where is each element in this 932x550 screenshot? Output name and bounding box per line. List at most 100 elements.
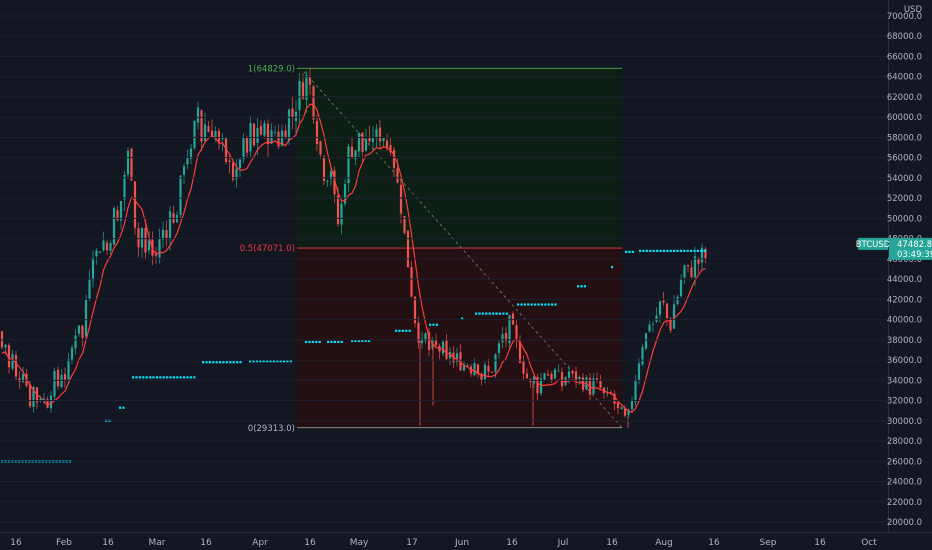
- candle-body: [329, 171, 333, 180]
- candle-body: [536, 376, 539, 394]
- candle-body: [651, 323, 655, 325]
- candle-body: [147, 240, 151, 251]
- candle-body: [669, 318, 672, 331]
- indicator-dot: [625, 250, 628, 253]
- candle-body: [455, 353, 459, 362]
- candle-body: [403, 216, 406, 233]
- candle-body: [396, 168, 399, 183]
- indicator-dot: [656, 249, 659, 252]
- candle-body: [700, 247, 704, 263]
- indicator-dot: [639, 249, 642, 252]
- candle-body: [312, 86, 315, 120]
- indicator-dot: [132, 376, 135, 379]
- indicator-dot: [652, 249, 655, 252]
- indicator-dot: [333, 340, 336, 344]
- indicator-dot: [179, 376, 182, 379]
- indicator-dot: [183, 376, 186, 379]
- indicator-dot: [502, 312, 505, 315]
- candle-body: [378, 127, 382, 142]
- indicator-dot: [269, 360, 272, 363]
- price-tick-label: 44000.0: [887, 275, 922, 285]
- candle-body: [648, 324, 651, 332]
- candle-body: [672, 304, 676, 329]
- time-tick-label: Feb: [56, 538, 72, 548]
- indicator-dot: [255, 360, 258, 363]
- candle-body: [81, 325, 84, 339]
- indicator-dot: [523, 303, 526, 306]
- indicator-dot: [142, 376, 145, 379]
- candle-body: [501, 334, 504, 343]
- indicator-dot: [401, 329, 404, 332]
- indicator-dot: [534, 303, 537, 306]
- indicator-dot: [259, 360, 262, 363]
- indicator-dot: [488, 312, 491, 315]
- candle-body: [410, 266, 413, 297]
- time-tick-label: 16: [304, 538, 316, 548]
- price-tick-label: 68000.0: [887, 32, 922, 42]
- candle-body: [154, 253, 158, 256]
- candle-body: [77, 325, 81, 334]
- candle-body: [417, 322, 420, 343]
- candle-body: [196, 107, 200, 123]
- candle-body: [214, 130, 217, 139]
- indicator-dot: [398, 329, 401, 332]
- indicator-dot: [520, 303, 523, 306]
- candle-body: [123, 175, 126, 200]
- time-tick-label: Jun: [454, 538, 469, 548]
- indicator-dot: [202, 361, 205, 364]
- candle-body: [95, 250, 98, 257]
- time-axis-ticks: 16 Feb 16 Mar 16 Apr 16 May 17 Jun 16 Jul 16 Aug 16 Sep…: [10, 538, 877, 548]
- candle-body: [553, 369, 557, 379]
- time-axis[interactable]: 16 Feb 16 Mar 16 Apr 16 May 17 Jun 16 Jul 16 Aug 16 Sep…: [0, 532, 932, 550]
- candle-body: [210, 130, 214, 138]
- fib-level-0-label: 0(29313.0): [248, 424, 295, 434]
- candle-body: [200, 110, 203, 142]
- indicator-dot: [122, 406, 125, 409]
- candle-body: [375, 129, 378, 139]
- time-tick-label: 16: [814, 538, 826, 548]
- indicator-dot: [537, 303, 540, 306]
- candle-body: [476, 364, 480, 374]
- candle-body: [490, 371, 494, 373]
- price-tick-label: 38000.0: [887, 336, 922, 346]
- price-tick-label: 22000.0: [887, 498, 922, 508]
- indicator-dot: [673, 249, 676, 252]
- candle-body: [564, 377, 567, 385]
- candle-body: [287, 109, 291, 141]
- candle-body: [613, 393, 616, 404]
- indicator-dot: [236, 361, 239, 364]
- candle-body: [336, 195, 340, 225]
- candle-body: [357, 132, 361, 152]
- indicator-dot: [461, 317, 464, 320]
- candle-body: [497, 343, 501, 354]
- symbol-badge: [858, 237, 888, 250]
- price-tick-label: 42000.0: [887, 295, 922, 305]
- candle-body: [14, 355, 18, 377]
- indicator-dot: [527, 303, 530, 306]
- indicator-dot: [686, 249, 689, 252]
- candle-body: [697, 258, 700, 264]
- time-tick-label: 17: [406, 538, 417, 548]
- price-axis[interactable]: 20000.0 22000.0 24000.0 26000.0 28000.0 30000…: [0, 0, 932, 532]
- candle-body: [385, 140, 389, 148]
- candle-body: [445, 340, 448, 360]
- indicator-dot: [219, 361, 222, 364]
- indicator-dot: [172, 376, 175, 379]
- candle-body: [98, 251, 102, 253]
- candle-body: [67, 359, 70, 380]
- price-tick-label: 30000.0: [887, 417, 922, 427]
- candle-body: [627, 409, 630, 415]
- candle-body: [242, 137, 245, 159]
- candle-body: [130, 148, 133, 181]
- candle-body: [508, 315, 511, 344]
- candle-body: [217, 131, 221, 142]
- candle-body: [133, 181, 137, 228]
- indicator-dot: [611, 265, 614, 269]
- candle-body: [126, 150, 130, 175]
- candle-body: [693, 256, 697, 278]
- candle-body: [140, 228, 144, 248]
- indicator-dot: [395, 329, 398, 332]
- price-tick-label: 70000.0: [887, 12, 922, 22]
- candle-body: [343, 184, 347, 204]
